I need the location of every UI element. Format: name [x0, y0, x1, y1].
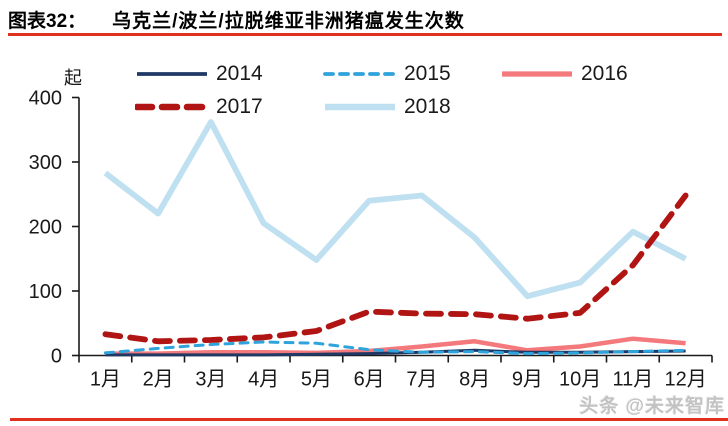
legend-item-2015: 2015 [323, 62, 451, 86]
legend-row-top: 2014 2015 2016 [0, 62, 728, 86]
title-underline [8, 33, 722, 36]
page-title: 乌克兰/波兰/拉脱维亚非洲猪瘟发生次数 [112, 11, 465, 32]
x-category-label: 5月 [301, 369, 332, 391]
chart-header: 图表32： 乌克兰/波兰/拉脱维亚非洲猪瘟发生次数 [8, 6, 720, 33]
x-category-label: 6月 [354, 369, 385, 391]
series-line-2017 [102, 192, 689, 345]
series-line-2016 [105, 336, 686, 356]
legend-label-2015: 2015 [404, 62, 451, 85]
legend-item-2017: 2017 [135, 95, 263, 119]
legend-label-2018: 2018 [404, 95, 451, 118]
y-tick-label: 100 [29, 281, 62, 303]
legend-swatch-2016 [502, 71, 572, 77]
series-line-2015 [103, 340, 688, 356]
x-category-label: 2月 [143, 369, 174, 391]
y-axis-unit-label: 起 [64, 68, 82, 88]
legend-label-2014: 2014 [216, 62, 263, 85]
x-category-label: 11月 [612, 369, 653, 391]
watermark: 头条 @未来智库 [579, 396, 725, 417]
x-category-label: 7月 [406, 369, 437, 391]
legend-item-2016: 2016 [500, 62, 628, 86]
legend-swatch-2018 [325, 103, 395, 111]
y-tick-label: 300 [29, 152, 62, 174]
legend-swatch-2017 [135, 103, 209, 111]
x-category-label: 10月 [559, 369, 601, 391]
legend-item-2018: 2018 [323, 95, 451, 119]
legend-item-2014: 2014 [135, 62, 263, 86]
legend-swatch-2014 [137, 72, 207, 76]
y-tick-label: 200 [29, 217, 62, 239]
x-category-label: 1月 [90, 369, 121, 391]
x-category-label: 4月 [248, 369, 279, 391]
x-category-label: 3月 [195, 369, 226, 391]
footer-rule [10, 418, 728, 421]
legend-swatch-2015 [323, 72, 397, 76]
x-category-label: 9月 [512, 369, 543, 391]
legend-row-bottom: 2017 2018 [0, 95, 728, 119]
x-category-label: 12月 [665, 369, 707, 391]
legend-label-2017: 2017 [216, 95, 263, 118]
series-line-2018 [103, 119, 687, 300]
legend-label-2016: 2016 [581, 62, 628, 85]
figure-label: 图表32： [8, 11, 87, 32]
x-category-label: 8月 [459, 369, 490, 391]
y-tick-label: 0 [51, 346, 62, 368]
y-tick-label: 400 [29, 88, 62, 110]
axes: 0 100 200 300 400 1月 2月 3月 4月 5月 6月 7月 8月 9月 10月 11月 12月… [29, 68, 713, 391]
